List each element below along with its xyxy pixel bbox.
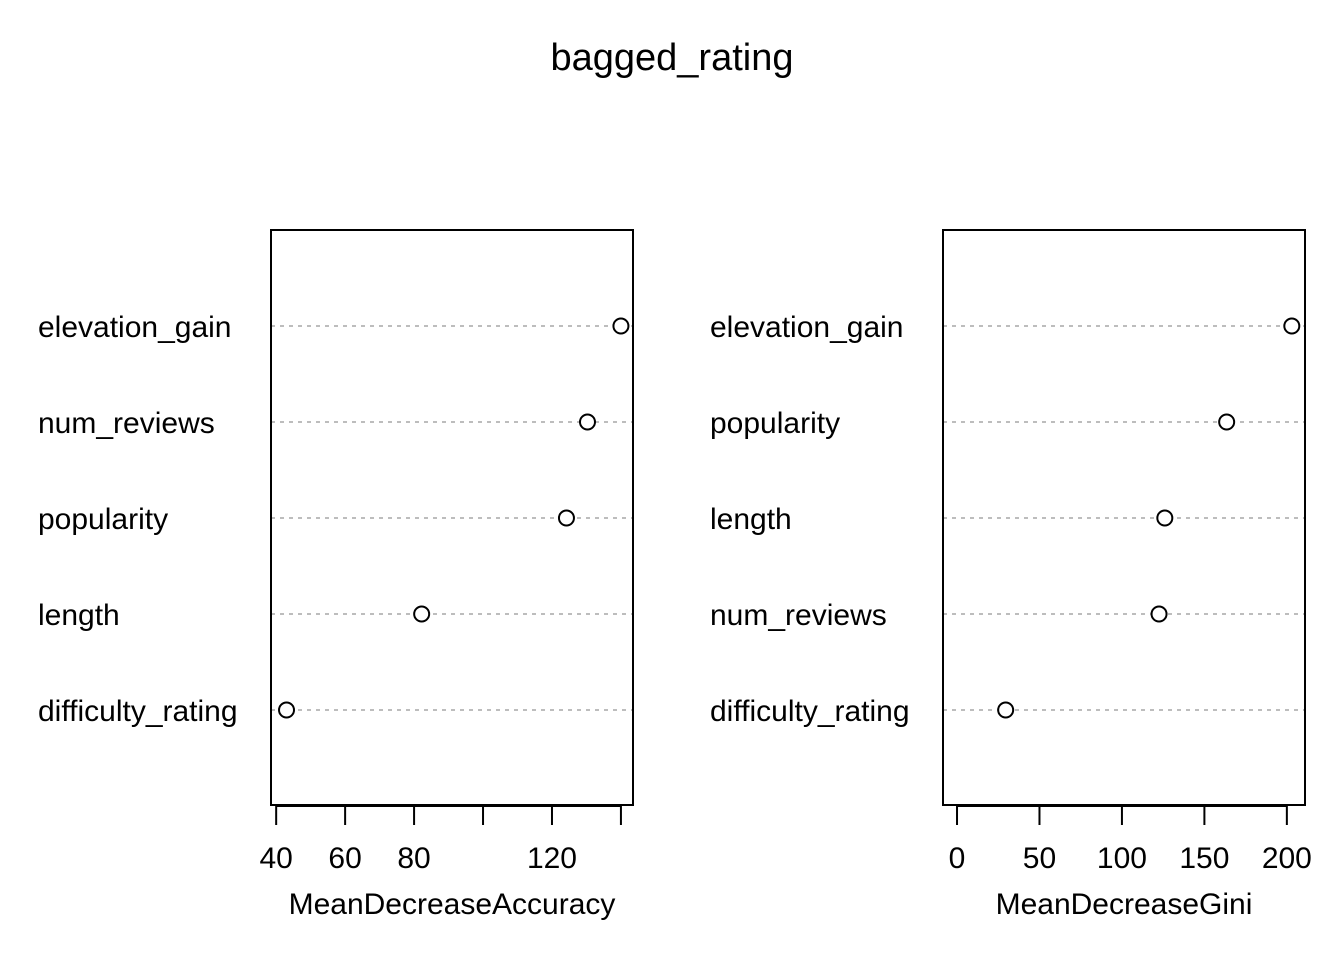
data-point: [557, 509, 575, 527]
panel-2: elevation_gain popularity length num_review…: [710, 229, 1312, 921]
category-label: num_reviews: [710, 599, 887, 632]
data-point: [612, 317, 630, 335]
x-tick-label: 40: [259, 842, 292, 875]
x-tick-label: 50: [1023, 842, 1056, 875]
x-tick-label: 120: [527, 842, 577, 875]
category-label: length: [710, 503, 792, 536]
x-tick-label: 60: [328, 842, 361, 875]
data-point: [413, 605, 431, 623]
data-point: [1283, 317, 1301, 335]
data-point: [997, 701, 1015, 719]
x-tick-label: 80: [397, 842, 430, 875]
category-label: elevation_gain: [710, 311, 904, 344]
x-tick-label: 100: [1097, 842, 1147, 875]
data-point: [1150, 605, 1168, 623]
data-point: [1156, 509, 1174, 527]
panel-1: elevation_gain num_reviews popularity lengt…: [38, 229, 634, 921]
chart-title: bagged_rating: [551, 37, 794, 79]
x-tick-label: 200: [1262, 842, 1312, 875]
category-label: difficulty_rating: [38, 695, 238, 728]
x-axis-label: MeanDecreaseGini: [996, 888, 1253, 921]
x-axis-label: MeanDecreaseAccuracy: [289, 888, 616, 921]
category-label: length: [38, 599, 120, 632]
x-tick-label: 150: [1179, 842, 1229, 875]
category-label: elevation_gain: [38, 311, 232, 344]
data-point: [578, 413, 596, 431]
data-point: [278, 701, 296, 719]
data-point: [1218, 413, 1236, 431]
category-label: num_reviews: [38, 407, 215, 440]
x-tick-label: 0: [949, 842, 966, 875]
category-label: popularity: [38, 503, 168, 536]
category-label: difficulty_rating: [710, 695, 910, 728]
category-label: popularity: [710, 407, 840, 440]
